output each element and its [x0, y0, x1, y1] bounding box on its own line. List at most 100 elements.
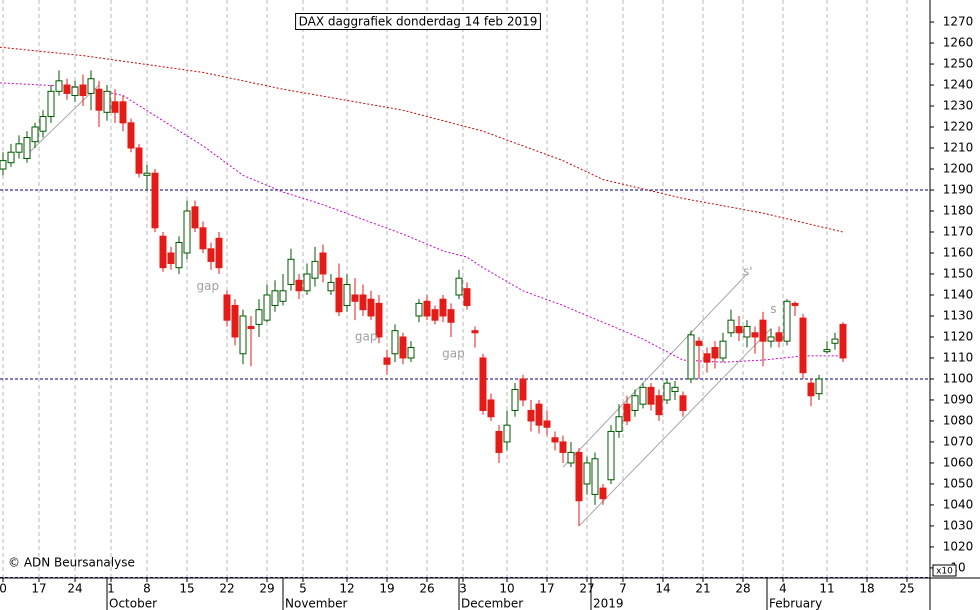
- candle-body: [63, 84, 71, 94]
- candle-body: [431, 309, 439, 321]
- x-tick-label: 10: [499, 582, 514, 596]
- candle-body: [471, 330, 479, 334]
- candle-body: [439, 298, 447, 317]
- candle-body: [295, 279, 303, 292]
- candle-body: [511, 388, 519, 411]
- x-tick-label: 0: [0, 582, 7, 596]
- candle-body: [671, 386, 679, 393]
- x-tick-label: 15: [179, 582, 194, 596]
- x-tick-label: 7: [619, 582, 627, 596]
- candle-body: [599, 487, 607, 500]
- candle-body: [191, 206, 199, 229]
- axis-note: x10: [936, 567, 953, 577]
- candle-body: [391, 330, 399, 355]
- candle-body: [351, 294, 359, 302]
- annotation: s': [743, 264, 753, 278]
- candle-body: [15, 143, 23, 153]
- y-tick-label: 1220: [943, 120, 974, 134]
- candle-body: [727, 319, 735, 334]
- candle-body: [271, 290, 279, 306]
- copyright: © ADN Beursanalyse: [8, 556, 135, 570]
- x-tick-label: 1: [107, 582, 115, 596]
- trendline: [22, 84, 100, 159]
- candle-body: [31, 126, 39, 143]
- candle-body: [559, 441, 567, 453]
- y-tick-label: 1230: [943, 99, 974, 113]
- candle-body: [175, 241, 183, 269]
- y-tick-label: 1020: [943, 539, 974, 553]
- candle-body: [127, 122, 135, 149]
- y-tick-label: 1140: [943, 287, 974, 301]
- candle-body: [239, 315, 247, 355]
- candle-body: [623, 403, 631, 422]
- axis-note-box: [932, 564, 957, 577]
- candle-body: [199, 227, 207, 250]
- candle-body: [39, 116, 47, 132]
- y-tick-label: 1080: [943, 413, 974, 427]
- candle-body: [159, 235, 167, 269]
- candle-body: [183, 210, 191, 254]
- annotation: s: [770, 302, 776, 316]
- candle-body: [551, 437, 559, 443]
- y-tick-label: 1260: [943, 36, 974, 50]
- candle-body: [615, 416, 623, 432]
- x-tick-label: 14: [655, 582, 670, 596]
- x-tick-label: 28: [735, 582, 750, 596]
- trendline: [562, 273, 748, 468]
- y-tick-label: 1240: [943, 78, 974, 92]
- x-tick-label: 24: [67, 582, 82, 596]
- candle-body: [7, 151, 15, 164]
- candle-body: [231, 304, 239, 338]
- y-tick-label: 1090: [943, 392, 974, 406]
- x-tick-label: 17: [31, 582, 46, 596]
- candle-body: [743, 325, 751, 338]
- candle-body: [303, 273, 311, 292]
- y-tick-label: 1110: [943, 350, 974, 364]
- candle-body: [71, 86, 79, 97]
- x-tick-label: 21: [695, 582, 710, 596]
- candle-body: [719, 340, 727, 359]
- candle-body: [463, 288, 471, 306]
- candle-body: [415, 302, 423, 317]
- month-label: February: [769, 597, 822, 610]
- y-tick-label: 1180: [943, 204, 974, 218]
- y-tick-label: 1120: [943, 329, 974, 343]
- candle-body: [735, 325, 743, 334]
- candle-body: [679, 395, 687, 411]
- candle-body: [823, 349, 831, 353]
- x-tick-label: 26: [419, 582, 434, 596]
- candle-body: [495, 430, 503, 453]
- y-tick-label: 1100: [943, 371, 974, 385]
- candle-body: [575, 451, 583, 502]
- candle-body: [407, 346, 415, 359]
- x-tick-label: 17: [539, 582, 554, 596]
- y-tick-label: 1160: [943, 245, 974, 259]
- candle-body: [807, 382, 815, 397]
- y-tick-label: 1150: [943, 266, 974, 280]
- candle-body: [247, 325, 255, 330]
- candle-body: [79, 84, 87, 97]
- candle-body: [631, 395, 639, 411]
- candle-body: [343, 283, 351, 306]
- candle-body: [591, 458, 599, 495]
- candle-body: [327, 281, 335, 292]
- candle-body: [799, 317, 807, 374]
- candle-body: [47, 90, 55, 118]
- candle-body: [423, 300, 431, 317]
- candle-body: [751, 332, 759, 338]
- y-tick-label: 1190: [943, 183, 974, 197]
- candle-body: [775, 332, 783, 342]
- candle-body: [791, 302, 799, 306]
- candle-body: [95, 88, 103, 111]
- annotation: gap: [442, 346, 465, 360]
- candle-body: [655, 395, 663, 416]
- candle-body: [103, 90, 111, 113]
- candle-body: [383, 357, 391, 365]
- candle-body: [639, 386, 647, 405]
- x-tick-label: 3: [459, 582, 467, 596]
- candle-body: [375, 302, 383, 338]
- candle-body: [87, 78, 95, 94]
- x-tick-label: 11: [819, 582, 834, 596]
- month-label: October: [109, 597, 157, 610]
